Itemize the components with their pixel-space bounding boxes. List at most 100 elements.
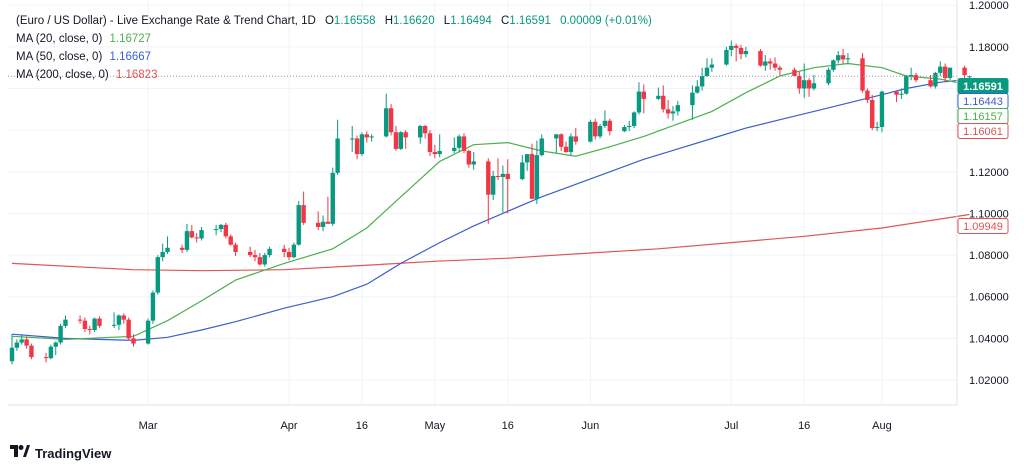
candle xyxy=(301,191,306,225)
candle xyxy=(223,222,229,239)
candle-body xyxy=(539,138,544,156)
candle-body xyxy=(763,61,768,66)
candle xyxy=(291,242,297,259)
candle-body xyxy=(622,127,627,132)
close-value: 1.16591 xyxy=(509,15,551,27)
candle xyxy=(792,67,797,77)
candle-body xyxy=(199,230,204,239)
candle xyxy=(58,323,63,345)
candle-body xyxy=(223,224,229,237)
candle-body xyxy=(301,205,306,223)
candle xyxy=(636,82,642,115)
candle xyxy=(97,316,102,328)
candle-body xyxy=(573,136,578,142)
candle xyxy=(670,106,676,121)
candle-body xyxy=(826,69,831,84)
candle xyxy=(928,74,933,88)
candle-body xyxy=(772,63,778,68)
symbol-title[interactable]: (Euro / US Dollar) - Live Exchange Rate … xyxy=(16,15,316,27)
price-label: 1.09949 xyxy=(957,218,1009,234)
candle-body xyxy=(627,125,632,128)
y-tick-label: 1.02000 xyxy=(969,375,1009,387)
candle-body xyxy=(894,91,899,95)
candle xyxy=(758,48,763,67)
candle xyxy=(641,84,647,114)
candle xyxy=(189,224,195,239)
candle-body xyxy=(495,175,501,177)
candle-body xyxy=(184,231,190,250)
candle-body xyxy=(806,80,812,89)
candle-body xyxy=(777,67,783,70)
low-key: L xyxy=(443,15,451,27)
candle xyxy=(53,341,58,356)
candle xyxy=(588,119,593,143)
y-tick-label: 1.06000 xyxy=(969,292,1009,304)
candle-body xyxy=(913,74,919,81)
tradingview-branding[interactable]: TradingView xyxy=(10,444,111,462)
candle-body xyxy=(43,357,49,359)
candle-body xyxy=(471,161,476,165)
ma200-legend-value: 1.16823 xyxy=(115,69,158,81)
candle xyxy=(432,144,438,159)
candle-body xyxy=(831,60,836,70)
candle xyxy=(860,53,865,93)
candle-body xyxy=(661,95,666,110)
candle xyxy=(699,67,705,91)
close-key: C xyxy=(500,15,510,27)
ma20-line xyxy=(11,62,970,341)
candle xyxy=(729,40,734,57)
candle-body xyxy=(724,49,729,65)
ma50-legend-row[interactable]: MA (50, close, 0) 1.16667 xyxy=(16,48,652,66)
candles-layer xyxy=(9,40,972,365)
candle xyxy=(563,141,569,154)
ma200-legend-row[interactable]: MA (200, close, 0) 1.16823 xyxy=(16,66,652,84)
candle xyxy=(962,65,967,79)
candle-body xyxy=(116,315,122,325)
candle-body xyxy=(607,120,612,132)
candle-body xyxy=(388,108,394,133)
candle xyxy=(335,119,340,175)
y-tick-label: 1.12000 xyxy=(969,167,1009,179)
candle-body xyxy=(597,125,603,137)
candle xyxy=(738,44,744,60)
candle xyxy=(695,80,700,94)
chart-legend: (Euro / US Dollar) - Live Exchange Rate … xyxy=(16,12,652,84)
candle xyxy=(471,152,476,170)
candle-body xyxy=(962,67,967,75)
x-tick-label: Mar xyxy=(139,420,158,432)
candle-body xyxy=(928,80,933,87)
candle xyxy=(913,72,919,83)
candle-body xyxy=(160,251,165,258)
candle xyxy=(490,170,496,200)
candle-body xyxy=(709,64,715,68)
candle xyxy=(43,352,49,363)
ma20-legend-row[interactable]: MA (20, close, 0) 1.16727 xyxy=(16,30,652,48)
candle xyxy=(865,88,870,104)
candle xyxy=(539,134,544,157)
candle-body xyxy=(520,162,525,180)
candle-body xyxy=(933,72,938,87)
candle-body xyxy=(53,342,58,347)
candle-body xyxy=(942,66,948,79)
candle xyxy=(48,344,54,360)
candle xyxy=(904,74,909,95)
candle-body xyxy=(354,138,360,155)
candle xyxy=(179,244,185,253)
candle xyxy=(933,71,938,89)
candle-body xyxy=(811,83,817,89)
candle xyxy=(826,67,831,86)
price-label: 1.16061 xyxy=(957,123,1009,139)
candle-body xyxy=(792,69,797,77)
candle-body xyxy=(733,45,739,48)
candle xyxy=(92,317,97,333)
x-tick-label: Jul xyxy=(724,420,738,432)
candle-body xyxy=(967,76,972,78)
candle xyxy=(199,226,204,241)
moving-averages-layer xyxy=(11,62,970,342)
candle-body xyxy=(437,150,442,155)
candle xyxy=(228,234,233,246)
low-value: 1.16494 xyxy=(450,15,492,27)
candle-body xyxy=(563,146,569,153)
